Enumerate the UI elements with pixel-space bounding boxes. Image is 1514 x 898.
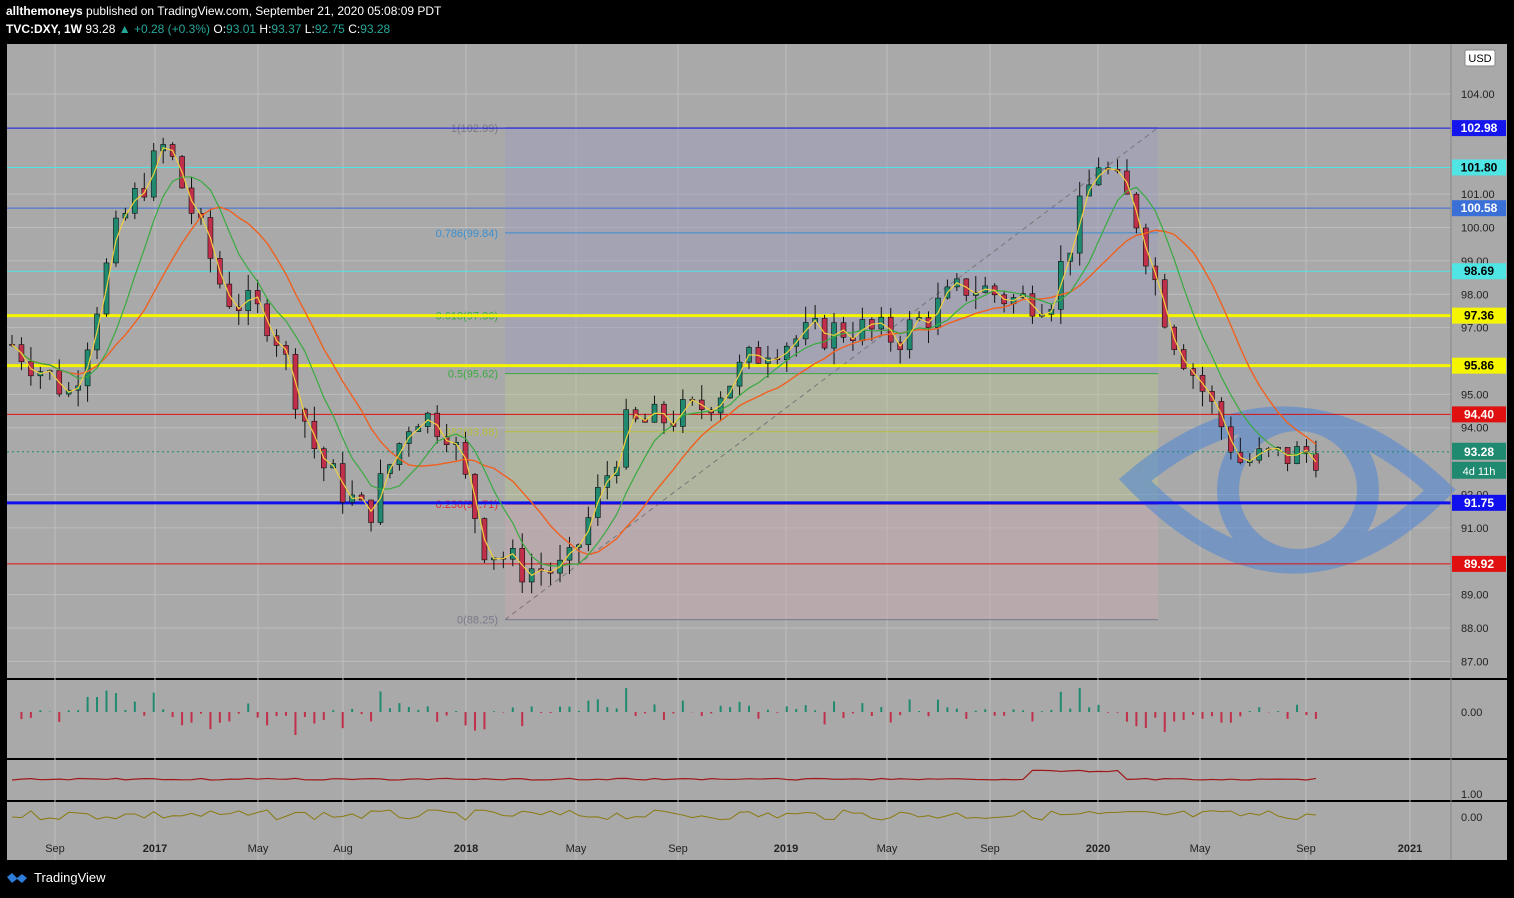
close-value: 93.28 [360, 22, 391, 36]
fib-level-label: 0.786(99.84) [436, 228, 498, 240]
level-price-label: 98.69 [1464, 264, 1494, 278]
level-price-label: 101.80 [1461, 160, 1498, 174]
fib-zone-mid [505, 373, 1158, 505]
open-label: O: [213, 22, 227, 36]
level-price-label: 100.58 [1461, 201, 1498, 215]
osc3-line [11, 809, 1316, 821]
currency-label: USD [1468, 53, 1491, 65]
level-price-label: 89.92 [1464, 557, 1494, 571]
countdown-label: 4d 11h [1463, 466, 1496, 478]
y-tick-label: 104.00 [1461, 89, 1495, 101]
osc2-line [11, 769, 1317, 781]
footer: TradingView [6, 870, 106, 885]
last-price-tag [1452, 442, 1506, 460]
level-price-tag [1452, 307, 1506, 324]
oscillator-pane-2 [7, 760, 1507, 800]
x-tick-label: 2019 [774, 843, 798, 855]
x-tick-label: 2017 [143, 843, 167, 855]
brand-name[interactable]: TradingView [34, 870, 106, 885]
fib-zone-lower [505, 504, 1158, 620]
ohlc-line: TVC:DXY, 1W 93.28 ▲ +0.28 (+0.3%) O:93.0… [6, 22, 390, 36]
fib-level-label: 0(88.25) [457, 615, 498, 627]
eye-watermark-icon [1118, 406, 1456, 574]
low-label: L: [304, 22, 315, 36]
up-arrow-icon: ▲ [118, 22, 131, 36]
level-price-label: 94.40 [1464, 407, 1494, 421]
y-tick-label: 88.00 [1461, 623, 1489, 635]
last-price: 93.28 [85, 22, 116, 36]
ma-slow-line [11, 206, 1317, 556]
level-price-label: 97.36 [1464, 309, 1494, 323]
level-price-tag [1452, 120, 1506, 137]
fib-level-label: 0.236(91.71) [436, 499, 498, 511]
y-tick-label: 94.00 [1461, 423, 1489, 435]
fib-level-label: 0.5(95.62) [448, 369, 498, 381]
symbol-label[interactable]: TVC:DXY, 1W [6, 22, 83, 36]
currency-badge [1464, 49, 1496, 67]
x-tick-label: 2021 [1398, 843, 1422, 855]
fib-level-label: 1(102.99) [451, 123, 498, 135]
x-tick-label: Sep [668, 843, 688, 855]
level-price-tag [1452, 555, 1506, 572]
low-value: 92.75 [314, 22, 345, 36]
high-value: 93.37 [271, 22, 302, 36]
x-tick-label: Sep [45, 843, 65, 855]
open-value: 93.01 [226, 22, 257, 36]
osc2-tick-label: 1.00 [1461, 789, 1482, 801]
y-tick-label: 95.00 [1461, 389, 1489, 401]
last-price-label: 93.28 [1464, 445, 1494, 459]
y-tick-label: 101.00 [1461, 189, 1495, 201]
x-tick-label: Sep [980, 843, 1000, 855]
x-tick-label: May [566, 843, 587, 855]
level-price-label: 102.98 [1461, 121, 1498, 135]
level-price-tag [1452, 200, 1506, 217]
y-tick-label: 87.00 [1461, 656, 1489, 668]
x-tick-label: 2020 [1086, 843, 1110, 855]
countdown-tag [1452, 461, 1506, 479]
oscillator-histogram [20, 687, 1317, 736]
high-label: H: [259, 22, 272, 36]
y-tick-label: 98.00 [1461, 289, 1489, 301]
y-tick-label: 89.00 [1461, 590, 1489, 602]
ma-fast-line [11, 146, 1317, 577]
tradingview-logo-icon [7, 872, 27, 883]
level-price-tag [1452, 263, 1506, 280]
osc3-tick-label: 0.00 [1461, 812, 1482, 824]
change-value: +0.28 (+0.3%) [133, 22, 211, 36]
publish-text: published on TradingView.com, September … [86, 4, 442, 18]
publish-line: allthemoneys published on TradingView.co… [6, 4, 441, 18]
y-tick-label: 97.00 [1461, 323, 1489, 335]
oscillator-pane-3 [7, 802, 1507, 860]
x-tick-label: May [1190, 843, 1211, 855]
author-name[interactable]: allthemoneys [6, 4, 83, 18]
level-price-label: 91.75 [1464, 496, 1494, 510]
level-price-tag [1452, 406, 1506, 423]
level-price-tag [1452, 357, 1506, 374]
level-price-tag [1452, 494, 1506, 511]
osc1-tick-label: 0.00 [1461, 707, 1482, 719]
close-label: C: [348, 22, 361, 36]
x-tick-label: May [877, 843, 898, 855]
ma-mid-line [11, 176, 1317, 567]
x-tick-label: Aug [333, 843, 353, 855]
level-price-label: 95.86 [1464, 359, 1494, 373]
level-price-tag [1452, 159, 1506, 176]
y-tick-label: 100.00 [1461, 223, 1495, 235]
x-tick-label: May [248, 843, 269, 855]
oscillator-pane-1 [7, 680, 1507, 758]
x-tick-label: Sep [1296, 843, 1316, 855]
x-tick-label: 2018 [454, 843, 478, 855]
y-tick-label: 91.00 [1461, 523, 1489, 535]
